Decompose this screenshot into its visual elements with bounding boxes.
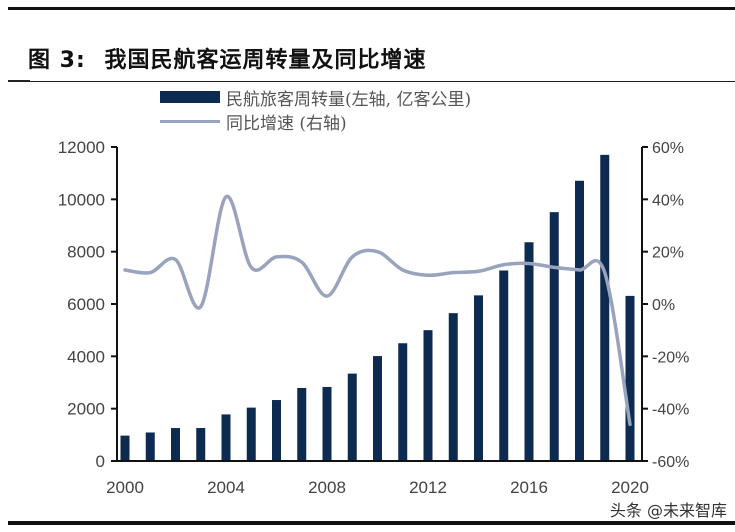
bar bbox=[373, 356, 382, 461]
x-tick-label: 2012 bbox=[409, 478, 447, 497]
bar bbox=[474, 295, 483, 461]
bar-swatch-icon bbox=[160, 91, 220, 103]
bar bbox=[600, 154, 610, 461]
right-tick-label: 40% bbox=[652, 192, 684, 209]
bar bbox=[221, 414, 231, 461]
figure-label: 图 3: bbox=[28, 48, 86, 73]
bar bbox=[297, 387, 307, 461]
x-tick-label: 2020 bbox=[611, 478, 649, 497]
x-tick-label: 2016 bbox=[510, 478, 548, 497]
left-tick-label: 6000 bbox=[67, 295, 105, 314]
chart-legend: 民航旅客周转量(左轴, 亿客公里) 同比增速 (右轴) bbox=[160, 85, 472, 134]
bar bbox=[246, 407, 256, 461]
line-swatch-icon bbox=[160, 119, 220, 123]
left-tick-label: 0 bbox=[96, 452, 105, 471]
bar bbox=[448, 313, 458, 461]
right-tick-label: 20% bbox=[652, 245, 684, 262]
title-rule-accent bbox=[8, 80, 30, 82]
x-tick-label: 2004 bbox=[207, 478, 245, 497]
bar bbox=[171, 428, 180, 461]
legend-item-line: 同比增速 (右轴) bbox=[160, 109, 471, 134]
top-rule bbox=[8, 7, 735, 10]
right-tick-label: -40% bbox=[652, 402, 689, 419]
left-tick-label: 4000 bbox=[67, 347, 105, 366]
legend-label: 同比增速 (右轴) bbox=[226, 113, 347, 134]
bar bbox=[347, 373, 357, 461]
growth-line bbox=[123, 194, 632, 427]
watermark: 头条 @未来智库 bbox=[609, 501, 727, 520]
bottom-rule bbox=[8, 521, 735, 525]
bar bbox=[524, 242, 534, 461]
bar bbox=[575, 180, 584, 461]
bar bbox=[120, 435, 130, 461]
right-tick-label: 0% bbox=[652, 297, 675, 314]
left-tick-label: 10000 bbox=[58, 190, 105, 209]
bar bbox=[423, 330, 433, 461]
bar bbox=[499, 270, 509, 461]
bar bbox=[272, 400, 281, 461]
right-tick-label: -60% bbox=[652, 454, 689, 471]
bar bbox=[549, 212, 559, 461]
bar bbox=[196, 428, 206, 461]
figure-title: 图 3: 我国民航客运周转量及同比增速 bbox=[28, 42, 426, 74]
x-tick-label: 2000 bbox=[106, 478, 144, 497]
left-tick-label: 12000 bbox=[58, 138, 105, 157]
left-tick-label: 8000 bbox=[67, 243, 105, 262]
x-tick-label: 2008 bbox=[308, 478, 346, 497]
bar bbox=[625, 295, 635, 461]
figure-title-text: 我国民航客运周转量及同比增速 bbox=[104, 48, 427, 73]
title-rule bbox=[8, 81, 735, 82]
bar bbox=[398, 343, 408, 461]
legend-item-bar: 民航旅客周转量(左轴, 亿客公里) bbox=[160, 85, 472, 110]
bar bbox=[322, 386, 332, 461]
bar bbox=[145, 432, 155, 461]
right-tick-label: -20% bbox=[652, 349, 689, 366]
left-tick-label: 2000 bbox=[67, 400, 105, 419]
legend-label: 民航旅客周转量(左轴, 亿客公里) bbox=[226, 89, 472, 110]
right-tick-label: 60% bbox=[652, 140, 684, 157]
